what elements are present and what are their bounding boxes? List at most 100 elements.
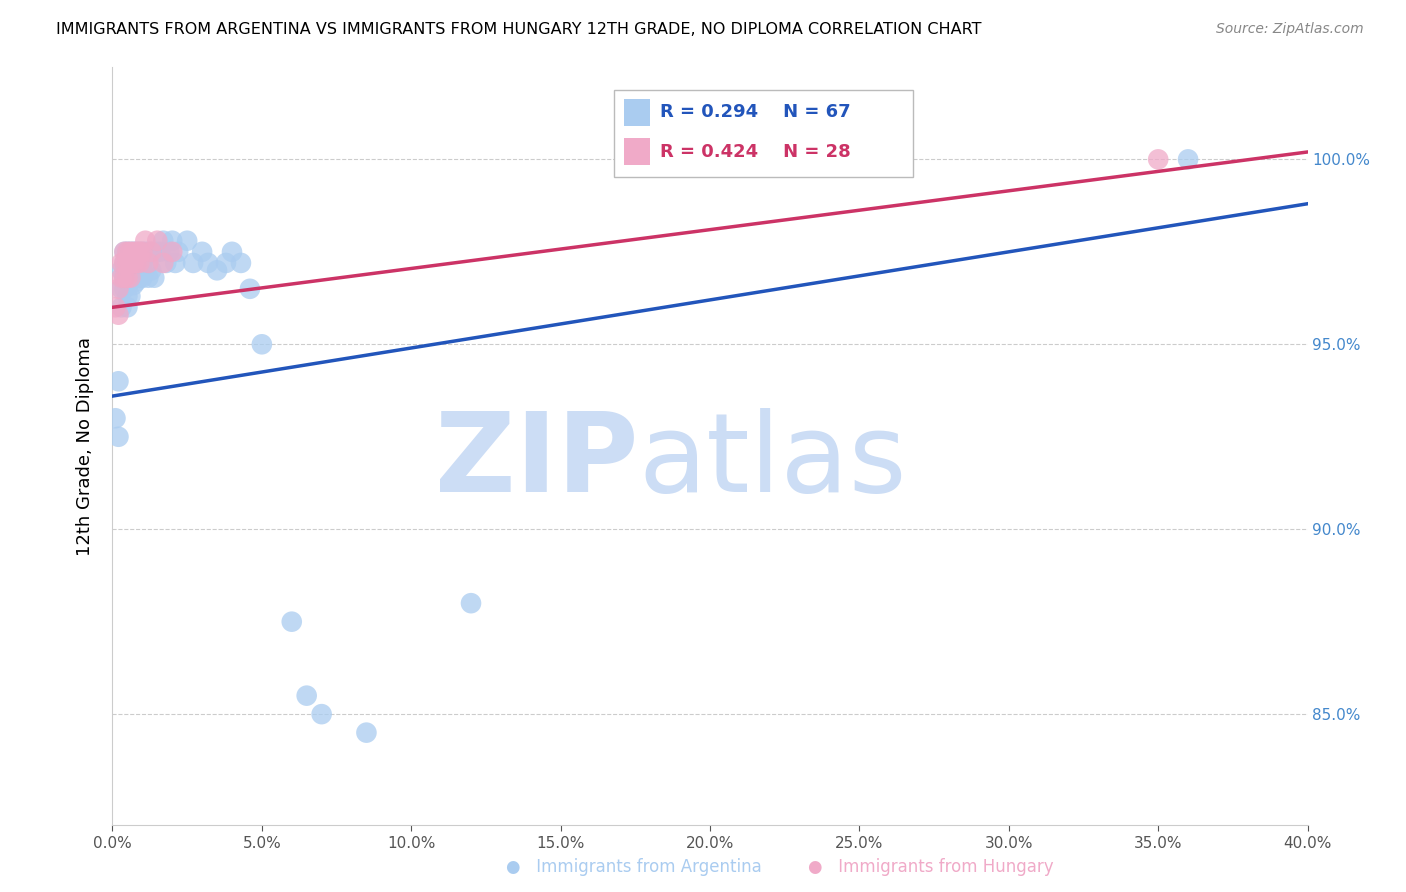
Y-axis label: 12th Grade, No Diploma: 12th Grade, No Diploma — [76, 336, 94, 556]
Point — [120, 244, 142, 259]
Point — [295, 689, 318, 703]
Text: atlas: atlas — [638, 408, 907, 515]
Point — [460, 596, 482, 610]
Text: R = 0.294    N = 67: R = 0.294 N = 67 — [659, 103, 851, 121]
Point — [125, 244, 148, 259]
Point — [128, 256, 150, 270]
Point — [131, 270, 153, 285]
Text: R = 0.424    N = 28: R = 0.424 N = 28 — [659, 143, 851, 161]
Point — [110, 270, 132, 285]
Point — [176, 234, 198, 248]
Point — [114, 270, 135, 285]
Point — [162, 244, 183, 259]
Point — [117, 256, 139, 270]
Point — [138, 256, 160, 270]
Text: ●   Immigrants from Hungary: ● Immigrants from Hungary — [808, 858, 1054, 876]
Point — [117, 244, 139, 259]
Point — [356, 725, 378, 739]
Point — [110, 301, 132, 315]
Point — [120, 289, 142, 303]
Point — [120, 270, 142, 285]
Point — [162, 234, 183, 248]
Point — [1147, 153, 1170, 167]
Point — [117, 301, 139, 315]
Point — [110, 263, 132, 277]
Point — [117, 244, 139, 259]
Point — [138, 244, 160, 259]
FancyBboxPatch shape — [624, 99, 651, 126]
Point — [122, 244, 145, 259]
Point — [125, 256, 148, 270]
Point — [250, 337, 273, 351]
Point — [104, 301, 127, 315]
Point — [122, 256, 145, 270]
Point — [120, 256, 142, 270]
Point — [149, 244, 172, 259]
Point — [205, 263, 228, 277]
Point — [114, 270, 135, 285]
FancyBboxPatch shape — [614, 89, 914, 177]
Point — [120, 256, 142, 270]
Point — [114, 263, 135, 277]
Point — [120, 263, 142, 277]
Point — [167, 244, 190, 259]
Point — [128, 244, 150, 259]
Point — [122, 244, 145, 259]
Text: Source: ZipAtlas.com: Source: ZipAtlas.com — [1216, 22, 1364, 37]
Point — [134, 234, 156, 248]
Point — [125, 256, 148, 270]
Point — [117, 289, 139, 303]
Point — [107, 430, 129, 444]
Point — [128, 270, 150, 285]
Point — [157, 244, 180, 259]
Point — [122, 278, 145, 293]
Point — [114, 256, 135, 270]
Point — [131, 244, 153, 259]
Point — [152, 256, 174, 270]
Point — [134, 244, 156, 259]
Point — [114, 244, 135, 259]
Point — [128, 256, 150, 270]
Point — [117, 267, 139, 281]
FancyBboxPatch shape — [624, 138, 651, 166]
Point — [131, 256, 153, 270]
Point — [146, 244, 169, 259]
Point — [215, 256, 238, 270]
Point — [114, 256, 135, 270]
Point — [110, 256, 132, 270]
Point — [125, 263, 148, 277]
Text: IMMIGRANTS FROM ARGENTINA VS IMMIGRANTS FROM HUNGARY 12TH GRADE, NO DIPLOMA CORR: IMMIGRANTS FROM ARGENTINA VS IMMIGRANTS … — [56, 22, 981, 37]
Point — [146, 234, 169, 248]
Point — [152, 234, 174, 248]
Point — [131, 244, 153, 259]
Point — [141, 244, 163, 259]
Point — [143, 270, 166, 285]
Point — [191, 244, 214, 259]
Point — [128, 244, 150, 259]
Point — [104, 411, 127, 425]
Point — [141, 244, 163, 259]
Point — [120, 244, 142, 259]
Point — [107, 308, 129, 322]
Point — [114, 282, 135, 296]
Point — [107, 282, 129, 296]
Point — [311, 707, 333, 722]
Point — [117, 270, 139, 285]
Point — [155, 256, 177, 270]
Point — [122, 267, 145, 281]
Point — [114, 244, 135, 259]
Point — [117, 274, 139, 288]
Point — [1177, 153, 1199, 167]
Point — [110, 282, 132, 296]
Point — [165, 256, 187, 270]
Point — [117, 256, 139, 270]
Point — [281, 615, 304, 629]
Point — [134, 263, 156, 277]
Point — [239, 282, 262, 296]
Point — [120, 274, 142, 288]
Point — [107, 374, 129, 388]
Text: ZIP: ZIP — [434, 408, 638, 515]
Point — [141, 263, 163, 277]
Point — [138, 270, 160, 285]
Point — [181, 256, 204, 270]
